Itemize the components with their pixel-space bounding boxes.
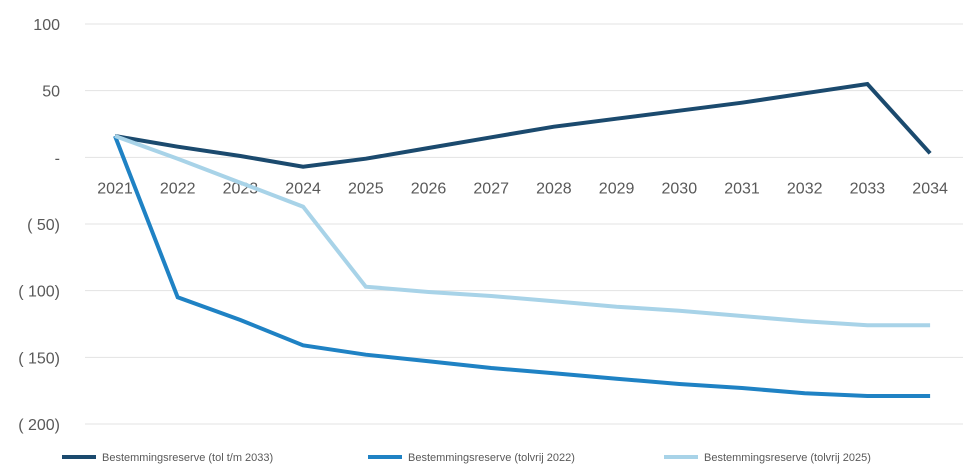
y-tick-label: ( 200) [18, 417, 60, 434]
y-tick-label: - [55, 150, 60, 167]
x-tick-label: 2033 [850, 180, 886, 197]
legend-label: Bestemmingsreserve (tolvrij 2025) [704, 452, 871, 464]
x-tick-label: 2027 [473, 180, 509, 197]
x-tick-label: 2021 [97, 180, 133, 197]
x-tick-label: 2031 [724, 180, 760, 197]
series-line-1 [114, 81, 932, 169]
x-tick-label: 2025 [348, 180, 384, 197]
legend-label: Bestemmingsreserve (tolvrij 2022) [408, 452, 575, 464]
y-axis: 100 50 - ( 50) ( 100) ( 150) ( 200) [18, 17, 60, 434]
x-tick-label: 2024 [285, 180, 321, 197]
x-tick-label: 2034 [912, 180, 948, 197]
series-lines [113, 81, 932, 398]
y-tick-label: ( 100) [18, 284, 60, 301]
x-tick-label: 2030 [662, 180, 698, 197]
y-tick-label: 100 [33, 17, 60, 34]
y-tick-label: ( 50) [27, 217, 60, 234]
y-tick-label: 50 [42, 84, 60, 101]
x-tick-label: 2029 [599, 180, 635, 197]
series-line-3 [114, 134, 931, 328]
x-tick-label: 2022 [160, 180, 196, 197]
x-tick-label: 2026 [411, 180, 447, 197]
x-tick-label: 2032 [787, 180, 823, 197]
x-axis: 2021 2022 2023 2024 2025 2026 2027 2028 2029 2030… [97, 180, 948, 197]
legend: Bestemmingsreserve (tol t/m 2033) Bestemm… [62, 452, 871, 464]
series-line-2 [113, 135, 931, 398]
y-tick-label: ( 150) [18, 350, 60, 367]
gridlines [85, 23, 963, 425]
x-tick-label: 2028 [536, 180, 572, 197]
legend-label: Bestemmingsreserve (tol t/m 2033) [102, 452, 273, 464]
